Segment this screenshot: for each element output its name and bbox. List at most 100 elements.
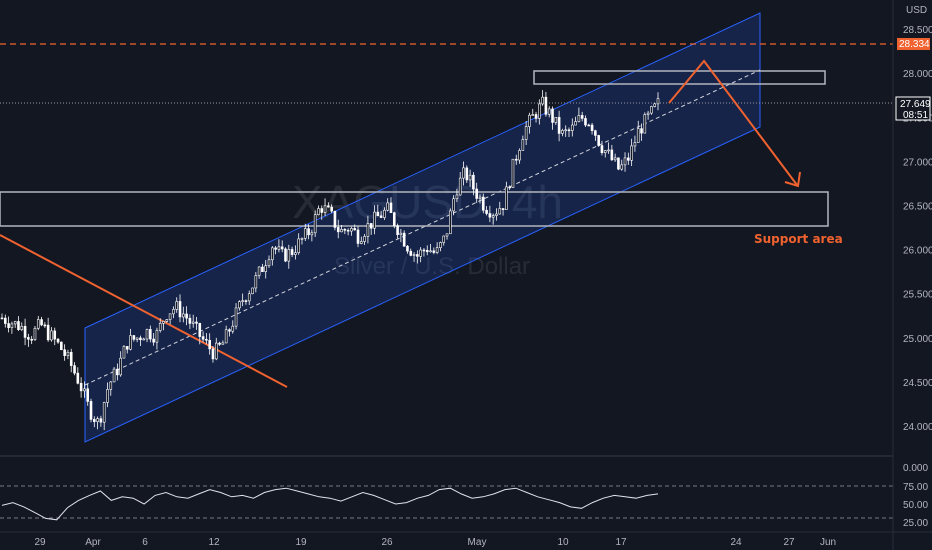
candle-body xyxy=(462,167,465,179)
candle-body xyxy=(93,419,96,422)
rsi-tick-2: 50.00 xyxy=(903,500,928,511)
candle-body xyxy=(198,323,202,337)
price-tick-9: 24.000 xyxy=(903,422,932,433)
candle-body xyxy=(449,210,452,235)
rsi-tick-1: 75.00 xyxy=(903,482,928,493)
candle-body xyxy=(129,335,132,350)
candle-body xyxy=(139,337,142,341)
candle-body xyxy=(158,322,162,331)
last-price-tag xyxy=(895,96,931,121)
time-axis[interactable]: 29 Apr 6 12 19 26 May 10 17 24 27 Jun xyxy=(34,537,836,548)
candle-body xyxy=(60,341,63,351)
rsi-line xyxy=(1,487,659,521)
candle-body xyxy=(617,157,620,170)
candle-body xyxy=(99,418,103,423)
resistance-price-label: 28.334 xyxy=(899,39,930,50)
candle-body xyxy=(310,232,314,236)
candle-body xyxy=(350,228,353,232)
candle-body xyxy=(514,158,518,161)
candle-body xyxy=(218,342,221,345)
bar-countdown-label: 08:51 xyxy=(903,110,928,121)
candle-body xyxy=(366,223,370,237)
descending-trendline[interactable] xyxy=(0,234,288,388)
price-axis[interactable]: 28.50028.00027.50027.00026.50026.00025.5… xyxy=(903,25,932,433)
candle-body xyxy=(76,372,80,384)
rsi-axis[interactable]: 0.000 75.00 50.00 25.00 xyxy=(903,463,928,529)
candle-body xyxy=(590,124,594,131)
candle-body xyxy=(211,348,215,360)
price-tick-1: 28.000 xyxy=(903,69,932,80)
forecast-arrowhead xyxy=(784,171,801,188)
candle-body xyxy=(261,266,264,273)
candle-body xyxy=(620,164,624,170)
candle-body xyxy=(340,228,343,233)
candle-body xyxy=(597,135,600,146)
candle-body xyxy=(603,150,607,154)
candle-body xyxy=(508,186,511,189)
candle-body xyxy=(409,250,413,256)
candle-body xyxy=(389,202,393,214)
candle-body xyxy=(122,346,126,359)
candle-body xyxy=(623,157,627,166)
candle-body xyxy=(442,235,446,243)
candle-body xyxy=(412,254,416,256)
candle-body xyxy=(379,215,383,218)
candle-body xyxy=(557,117,561,134)
candle-body xyxy=(646,112,650,115)
candle-body xyxy=(132,335,136,340)
candle-body xyxy=(402,232,406,247)
support-box[interactable] xyxy=(0,191,829,227)
candle-body xyxy=(165,319,169,322)
candle-body xyxy=(544,96,548,115)
candle-body xyxy=(251,287,254,295)
candle-body xyxy=(313,214,317,234)
candle-body xyxy=(152,338,155,343)
candle-body xyxy=(600,145,604,154)
resistance-box[interactable] xyxy=(533,70,826,85)
candle-body xyxy=(633,142,637,147)
candle-body xyxy=(119,357,122,376)
candle-body xyxy=(247,293,251,302)
candle-body xyxy=(267,259,271,267)
candle-body xyxy=(416,254,419,257)
candle-body xyxy=(323,205,327,213)
candle-body xyxy=(488,213,492,218)
candle-body xyxy=(580,115,584,119)
candle-body xyxy=(422,249,426,252)
candle-body xyxy=(303,228,307,239)
candle-body xyxy=(505,186,508,210)
candle-body xyxy=(356,229,360,244)
candle-body xyxy=(439,242,442,249)
channel-median-line[interactable] xyxy=(84,69,761,386)
last-price-label: 27.649 xyxy=(900,99,931,110)
candle-body xyxy=(485,209,488,214)
candle-body xyxy=(610,149,614,161)
candle-body xyxy=(396,225,399,235)
price-tick-6: 25.500 xyxy=(903,290,932,301)
candle-body xyxy=(330,206,333,212)
candle-body xyxy=(363,236,366,242)
time-tick-4: 19 xyxy=(295,537,307,548)
candle-body xyxy=(653,103,657,107)
candle-body xyxy=(297,238,300,253)
candle-body xyxy=(0,317,4,320)
candle-body xyxy=(432,250,436,253)
candle-body xyxy=(175,301,179,310)
candle-body xyxy=(455,194,459,200)
candle-body xyxy=(307,228,310,236)
time-tick-8: 17 xyxy=(615,537,627,548)
price-tick-3: 27.000 xyxy=(903,157,932,168)
candle-body xyxy=(116,368,119,376)
candle-body xyxy=(284,248,287,262)
candle-body xyxy=(656,98,660,105)
rsi-tick-3: 25.00 xyxy=(903,518,928,529)
candle-body xyxy=(613,157,617,161)
forecast-path[interactable] xyxy=(668,59,798,186)
candle-body xyxy=(40,319,43,326)
time-tick-5: 26 xyxy=(381,537,393,548)
candle-body xyxy=(188,317,192,324)
candle-body xyxy=(224,329,228,344)
candle-body xyxy=(333,210,337,228)
candle-body xyxy=(23,325,27,338)
candle-body xyxy=(360,241,363,244)
